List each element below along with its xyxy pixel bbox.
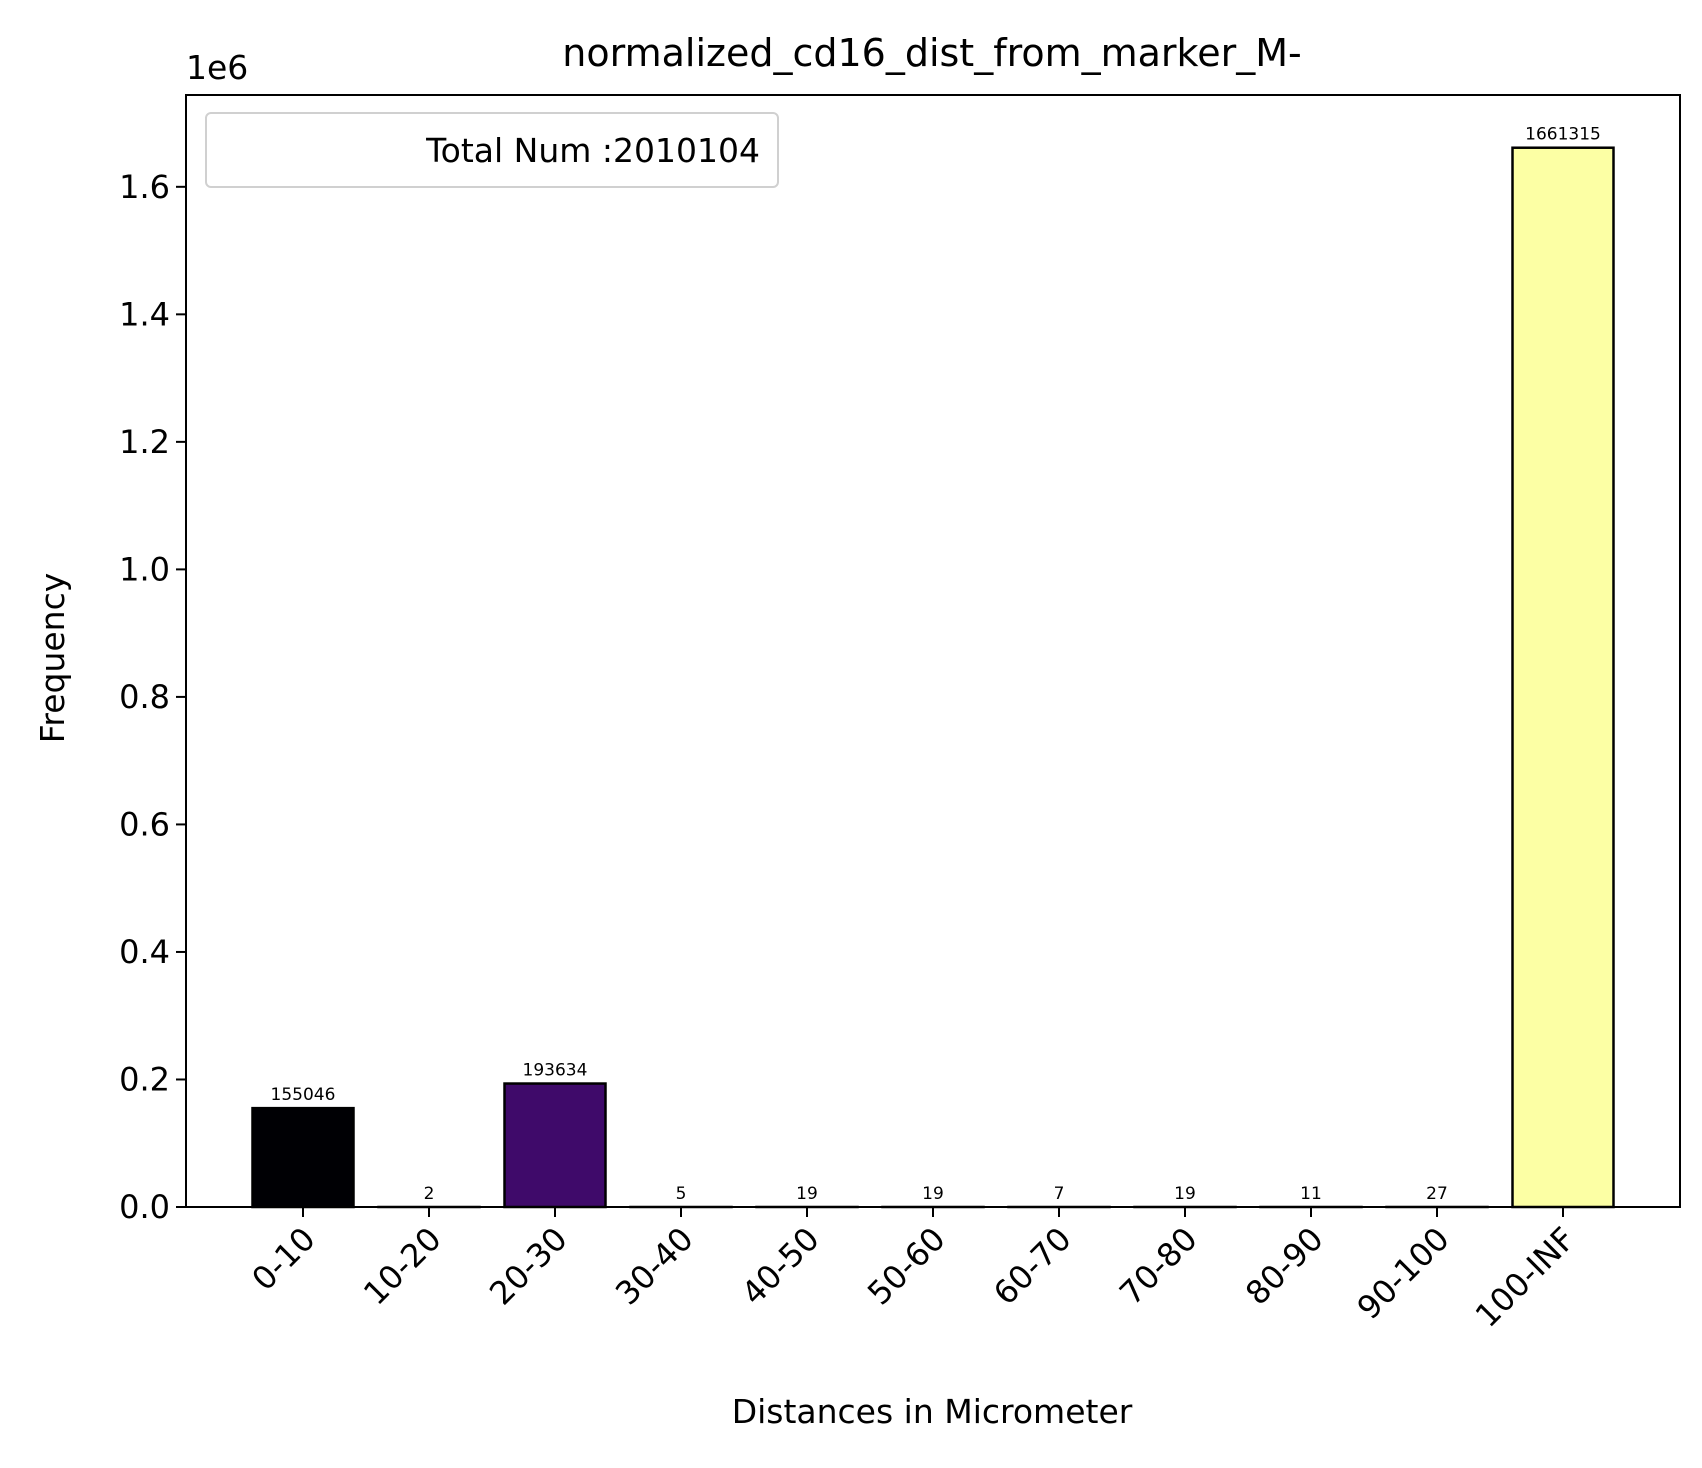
- bar-value-label: 19: [1174, 1184, 1196, 1204]
- bar: [1513, 148, 1614, 1207]
- bar-value-label: 5: [676, 1184, 687, 1204]
- bar-value-label: 193634: [523, 1061, 588, 1081]
- bar: [253, 1108, 354, 1207]
- y-tick-label: 0.2: [119, 1060, 170, 1098]
- legend: Total Num :2010104: [206, 113, 778, 187]
- y-tick-label: 0.8: [119, 678, 170, 716]
- bar-value-label: 1661315: [1525, 125, 1601, 145]
- bar-value-label: 19: [922, 1184, 944, 1204]
- legend-label: Total Num :2010104: [425, 131, 760, 170]
- bar-value-label: 7: [1054, 1184, 1065, 1204]
- chart-title: normalized_cd16_dist_from_marker_M-: [562, 31, 1301, 75]
- bar-value-label: 27: [1426, 1184, 1448, 1204]
- bar: [505, 1084, 606, 1207]
- y-tick-label: 0.6: [119, 805, 170, 843]
- y-tick-label: 1.0: [119, 550, 170, 588]
- y-tick-label: 1.2: [119, 423, 170, 461]
- y-axis-offset-label: 1e6: [186, 48, 248, 87]
- y-tick-label: 1.6: [119, 168, 170, 206]
- y-axis-label: Frequency: [33, 573, 72, 743]
- y-tick-label: 1.4: [119, 295, 170, 333]
- y-tick-label: 0.0: [119, 1188, 170, 1226]
- y-tick-label: 0.4: [119, 933, 170, 971]
- x-axis-label: Distances in Micrometer: [732, 1392, 1133, 1431]
- bar-value-label: 2: [424, 1184, 435, 1204]
- bar-value-label: 19: [796, 1184, 818, 1204]
- bar-value-label: 155046: [271, 1085, 336, 1105]
- bar-value-label: 11: [1300, 1184, 1322, 1204]
